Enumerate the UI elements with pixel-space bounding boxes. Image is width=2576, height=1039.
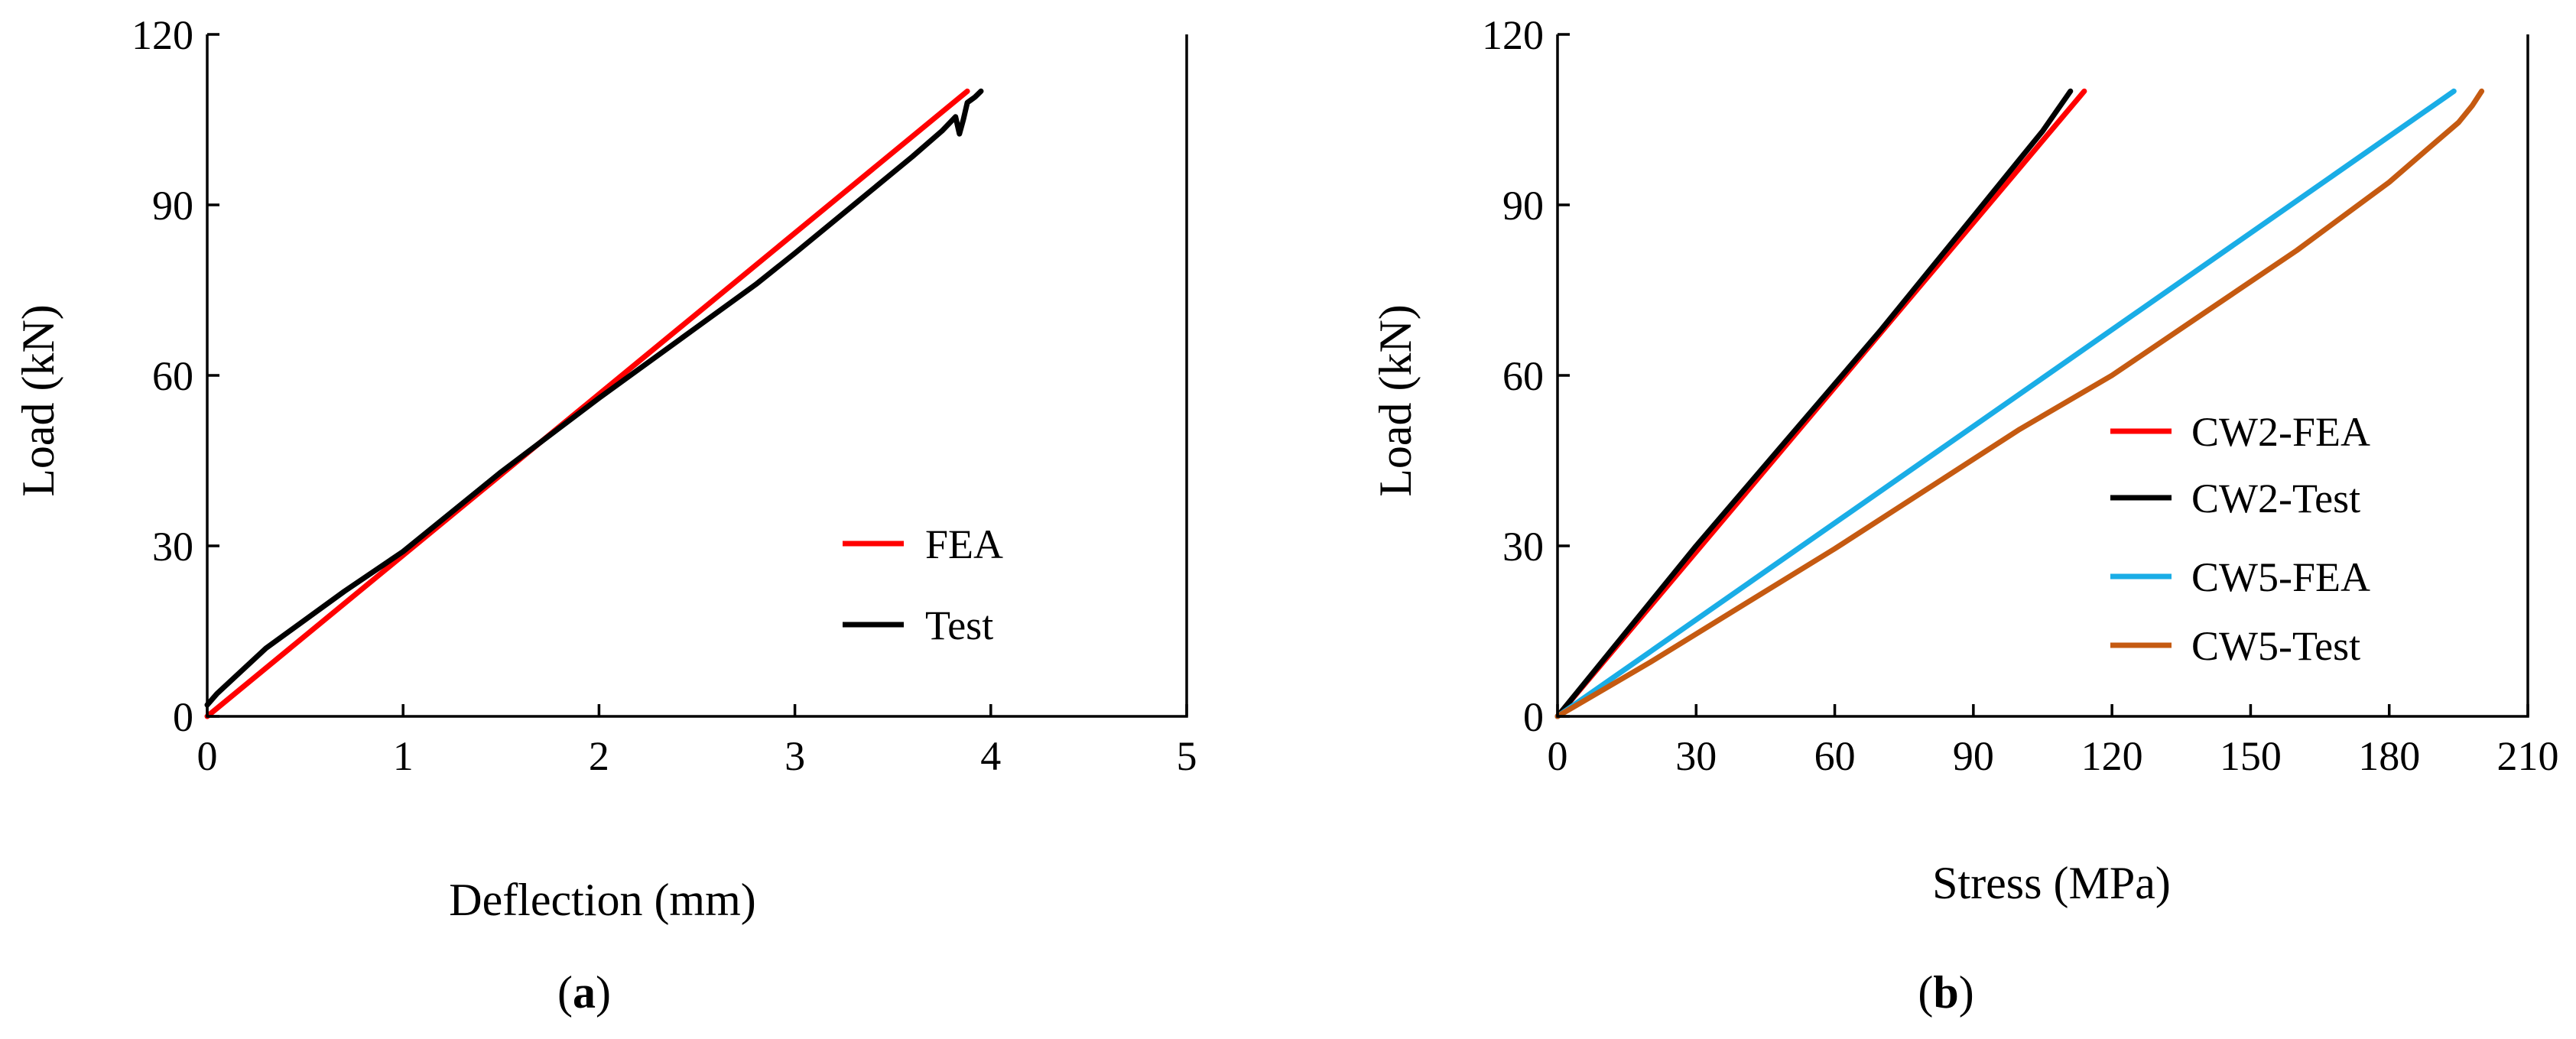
panel-b-legend-label-cw2-test: CW2-Test [2191,476,2360,521]
panel-a-y-ticks: 0 30 60 90 120 [132,12,219,740]
panel-b-y-ticks: 0 30 60 90 120 [1482,12,1570,740]
panel-a-y-tick-label: 90 [152,183,193,229]
panel-a-x-tick-label: 1 [393,733,414,779]
panel-a-x-ticks: 0 1 2 3 4 5 [197,704,1197,779]
panel-a-x-tick-label: 0 [197,733,218,779]
panel-b-y-axis-title: Load (kN) [1370,304,1421,497]
panel-b-series-cw5-fea-line [1554,88,2457,719]
panel-b-x-tick-label: 180 [2358,733,2420,779]
panel-b-legend: CW2-FEA CW2-Test CW5-FEA CW5-Test [2110,409,2370,669]
panel-b-x-tick-label: 210 [2497,733,2559,779]
panel-b-series-group [1554,88,2485,719]
panel-b-x-tick-label: 150 [2220,733,2282,779]
panel-b-x-tick-label: 0 [1548,733,1568,779]
panel-b-x-tick-label: 30 [1675,733,1717,779]
panel-a-y-axis-title: Load (kN) [13,304,63,497]
panel-b-x-ticks: 0 30 60 90 120 150 180 210 [1548,704,2559,779]
panel-a-x-tick-label: 4 [980,733,1001,779]
panel-a-series-group [204,88,984,719]
panel-a-legend: FEA Test [843,521,1003,648]
panel-b-x-axis-title: Stress (MPa) [1932,858,2171,908]
panel-a-legend-label-fea: FEA [925,521,1003,567]
panel-b-y-tick-label: 90 [1502,183,1544,229]
panel-b-series-cw2-test-line [1554,88,2074,719]
panel-a-x-tick-label: 3 [784,733,805,779]
panel-b-series-cw5-test-line [1554,88,2485,719]
panel-b-y-tick-label: 0 [1523,694,1544,740]
panel-a-legend-label-test: Test [925,602,993,648]
panel-b-x-tick-label: 60 [1814,733,1856,779]
panel-a-y-tick-label: 30 [152,524,193,570]
panel-b-y-tick-label: 60 [1502,353,1544,399]
panel-a-y-tick-label: 60 [152,353,193,399]
panel-b-legend-label-cw5-test: CW5-Test [2191,623,2360,669]
panel-a-caption: (a) [557,967,611,1018]
panel-a-load-deflection-chart: 0 1 2 3 4 5 0 30 60 90 120 Deflection (mm) Load (… [13,12,1197,1018]
panel-a-caption-letter: a [573,967,596,1018]
panel-a-x-tick-label: 2 [589,733,609,779]
panel-b-x-tick-label: 120 [2081,733,2143,779]
panel-b-y-tick-label: 30 [1502,524,1544,570]
panel-b-legend-label-cw5-fea: CW5-FEA [2191,554,2370,600]
panel-b-load-stress-chart: 0 30 60 90 120 150 180 210 0 30 60 90 120 Stress (M… [1370,12,2559,1018]
panel-a-x-axis-title: Deflection (mm) [449,875,756,925]
panel-a-axes-frame [206,34,1188,718]
panel-b-caption: (b) [1918,967,1973,1018]
panel-a-x-tick-label: 5 [1177,733,1197,779]
panel-b-caption-letter: b [1933,967,1958,1018]
panel-b-legend-label-cw2-fea: CW2-FEA [2191,409,2370,455]
panel-a-y-tick-label: 0 [173,694,193,740]
panel-b-y-tick-label: 120 [1482,12,1544,58]
panel-b-x-tick-label: 90 [1953,733,1994,779]
panel-a-y-tick-label: 120 [132,12,193,58]
panel-a-series-test-line [204,88,984,708]
